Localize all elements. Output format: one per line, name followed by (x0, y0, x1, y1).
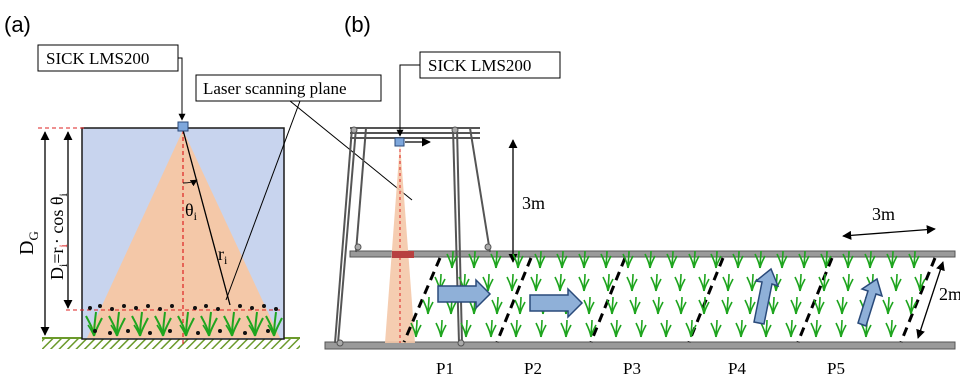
ground-hatch (42, 338, 300, 349)
r-label: ri (218, 244, 228, 267)
field-plant (794, 273, 806, 292)
width-label: 3m (872, 204, 895, 224)
field-plant (606, 296, 618, 315)
field-plant (635, 319, 647, 338)
height-label: 3m (522, 193, 545, 213)
field-plant (506, 273, 518, 292)
motion-arrow-p4 (753, 267, 780, 325)
field-plant (652, 296, 664, 315)
field-plant (721, 296, 733, 315)
plot-label-p2: P2 (524, 359, 542, 378)
field-plant (813, 296, 825, 315)
plane-label-box (195, 74, 382, 102)
ground-dots (88, 304, 278, 335)
field-plant (530, 273, 542, 292)
field-plant (674, 273, 686, 292)
panel-b-label: (b) (344, 12, 371, 37)
motion-arrow-p1 (437, 278, 492, 310)
field-plant (660, 319, 672, 338)
field-plant (685, 319, 697, 338)
field-plant (610, 319, 622, 338)
field-plant (836, 296, 848, 315)
plane-label: Laser scanning plane (203, 79, 347, 98)
laser-beam-fan (87, 130, 280, 338)
theta-label: θi (185, 200, 198, 223)
field-plant (735, 319, 747, 338)
field-plant (554, 273, 566, 292)
field-plant (514, 296, 526, 315)
laser-on-rail (392, 251, 414, 258)
sensor-a (177, 121, 189, 132)
field-plant (578, 273, 590, 292)
field-plant (744, 296, 756, 315)
field-plant (698, 273, 710, 292)
dg-label: DG (16, 231, 41, 255)
field-plant (882, 296, 894, 315)
gantry-frame (334, 127, 491, 344)
field-plant (583, 296, 595, 315)
plot-labels: P1 P2 P3 P4 P5 (436, 359, 845, 378)
motion-arrow-p5 (857, 277, 884, 327)
field-plant (650, 273, 662, 292)
theta-arc (182, 179, 198, 187)
field-plant (491, 296, 503, 315)
field-plant (885, 319, 897, 338)
field-plant (722, 273, 734, 292)
field-plant (810, 319, 822, 338)
field-plant (560, 319, 572, 338)
sensor-label-a: SICK LMS200 (46, 49, 149, 68)
field-plant (422, 296, 434, 315)
sensor-b (394, 137, 405, 147)
sensor-pointer-b (396, 64, 420, 137)
plot-label-p5: P5 (827, 359, 845, 378)
field-plant (835, 319, 847, 338)
plot-separators (402, 257, 937, 343)
plot-label-p4: P4 (728, 359, 746, 378)
di-label: Di=ri· cos θi (47, 193, 70, 280)
field-plant (629, 296, 641, 315)
laser-beam-b (385, 143, 415, 343)
top-rail (349, 250, 956, 258)
plot-label-p1: P1 (436, 359, 454, 378)
field-plant (790, 296, 802, 315)
field-plant (435, 319, 447, 338)
motion-arrows (437, 267, 884, 327)
plot-label-p3: P3 (623, 359, 641, 378)
sensor-label-box-a (37, 44, 179, 72)
field-plant (746, 273, 758, 292)
panel-a-label: (a) (4, 12, 31, 37)
field-plant (626, 273, 638, 292)
sensor-label-box-b (419, 51, 561, 79)
gantry-joints (336, 126, 492, 347)
sensor-label-b: SICK LMS200 (428, 56, 531, 75)
field-plant (890, 273, 902, 292)
field-plant (698, 296, 710, 315)
field-plant (785, 319, 797, 338)
field-plant (842, 273, 854, 292)
field-plant (485, 319, 497, 338)
bottom-rail (324, 341, 956, 350)
plane-pointer-a (225, 100, 301, 301)
field-plant (675, 296, 687, 315)
motion-arrow-p2 (529, 287, 584, 319)
depth-label: 2m (939, 284, 960, 304)
sensor-pointer-a (178, 57, 186, 121)
field-plant (905, 296, 917, 315)
field-plant (535, 319, 547, 338)
field-plant (510, 319, 522, 338)
field-plant (710, 319, 722, 338)
depth-arrow (916, 261, 945, 339)
ray-line (182, 129, 231, 306)
width-arrow (842, 225, 936, 240)
